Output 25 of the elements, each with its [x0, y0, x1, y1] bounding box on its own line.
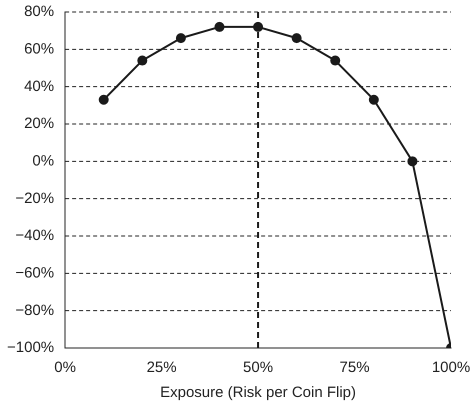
y-tick-label: 20%	[24, 115, 54, 132]
y-tick-label: 0%	[32, 152, 54, 170]
x-tick-label: 25%	[146, 359, 177, 376]
point	[176, 33, 186, 44]
point	[368, 94, 379, 105]
y-tick-label: 40%	[24, 78, 54, 95]
y-tick-label: −100%	[7, 339, 54, 356]
x-tick-label: 50%	[243, 359, 274, 376]
y-tick-label: −80%	[15, 302, 54, 319]
y-tick-label: 60%	[24, 40, 54, 58]
x-axis-title: Exposure (Risk per Coin Flip)	[160, 384, 356, 402]
point	[292, 33, 302, 44]
point	[214, 22, 224, 32]
x-tick-label: 100%	[432, 359, 470, 376]
y-tick-label: 80%	[24, 3, 54, 20]
point	[137, 56, 148, 66]
point	[407, 156, 418, 166]
point	[330, 56, 340, 66]
y-tick-label: −40%	[15, 227, 54, 244]
x-tick-label: 75%	[340, 359, 370, 376]
y-tick-label: −20%	[15, 190, 54, 207]
point	[253, 22, 264, 32]
x-tick-label: 0%	[54, 359, 76, 376]
point	[98, 94, 109, 105]
y-tick-label: −60%	[15, 264, 54, 282]
